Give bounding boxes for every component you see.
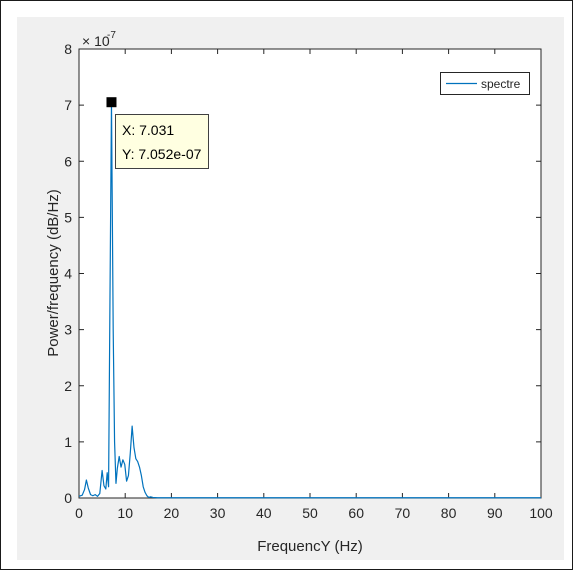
x-tick-label: 20 (164, 505, 180, 521)
x-axis-label: FrequencY (Hz) (257, 538, 363, 555)
y-tick-label: 7 (64, 97, 72, 113)
x-tick-label: 0 (75, 505, 83, 521)
y-exponent-power: -7 (107, 30, 116, 41)
x-tick-label: 10 (117, 505, 133, 521)
y-tick-label: 6 (64, 153, 72, 169)
legend-box (440, 72, 530, 95)
y-tick-label: 1 (64, 434, 72, 450)
x-tick-label: 60 (348, 505, 364, 521)
y-tick-label: 3 (64, 322, 72, 338)
data-tip-marker[interactable] (106, 97, 117, 108)
data-tip-y: Y: 7.052e-07 (122, 146, 202, 162)
x-tick-label: 30 (210, 505, 226, 521)
y-exponent-base: × 10 (82, 33, 110, 49)
series-group (78, 101, 541, 499)
y-tick-label: 0 (64, 490, 72, 506)
y-axis: 0 1 2 3 4 5 6 7 8 (64, 41, 541, 506)
y-tick-label: 2 (64, 378, 72, 394)
x-tick-label: 90 (487, 505, 503, 521)
x-tick-label: 80 (441, 505, 457, 521)
data-tip[interactable]: X: 7.031 Y: 7.052e-07 (106, 97, 209, 169)
x-tick-label: 40 (256, 505, 272, 521)
y-tick-label: 8 (64, 41, 72, 57)
data-tip-box (115, 114, 209, 169)
y-tick-label: 5 (64, 209, 72, 225)
x-axis: 0 10 20 30 40 50 60 70 80 90 100 (75, 49, 553, 521)
legend-label: spectre (481, 77, 521, 91)
x-tick-label: 100 (529, 505, 553, 521)
y-tick-label: 4 (64, 266, 72, 282)
series-line-spectre (78, 101, 541, 499)
y-axis-label: Power/frequency (dB/Hz) (45, 189, 62, 357)
x-tick-label: 70 (395, 505, 411, 521)
legend[interactable]: spectre (440, 72, 530, 95)
x-tick-label: 50 (302, 505, 318, 521)
data-tip-x: X: 7.031 (122, 122, 174, 138)
